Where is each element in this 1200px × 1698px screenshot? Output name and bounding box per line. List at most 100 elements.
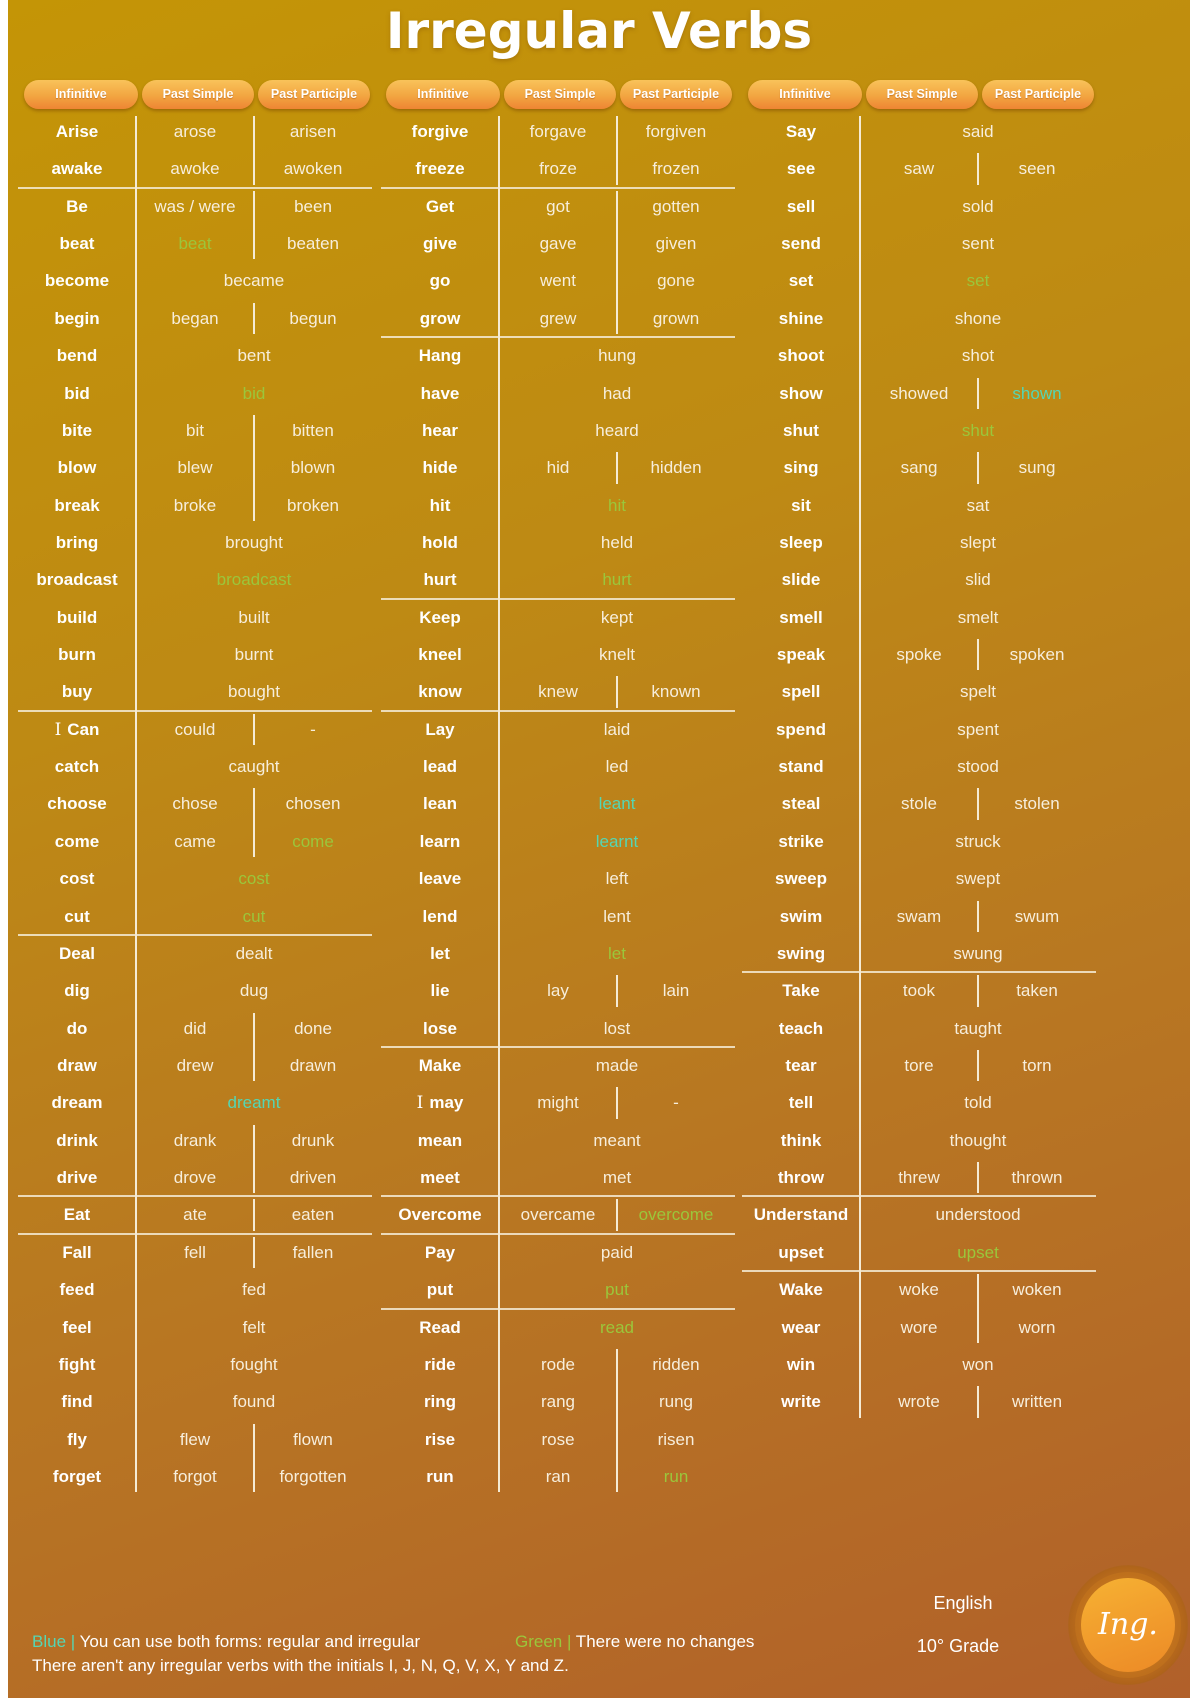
verb-row: find found	[18, 1383, 372, 1420]
verb-row: Be was / were been	[18, 188, 372, 226]
past-participle-cell: beaten	[287, 234, 339, 254]
infinitive-text: bid	[64, 383, 90, 403]
infinitive-text: Make	[418, 1056, 462, 1075]
verb-row: go went gone	[381, 262, 735, 300]
infinitive-text: Deal	[59, 943, 95, 963]
infinitive-cell: grow	[381, 300, 499, 337]
form-divider	[253, 1457, 255, 1493]
infinitive-text: broadcast	[36, 570, 118, 590]
infinitive-text: shine	[778, 308, 824, 328]
header-past-simple: Past Simple	[866, 80, 978, 109]
past-forms-cell: fought	[230, 1354, 278, 1374]
poster: Irregular Verbs Infinitive Past Simple P…	[8, 0, 1190, 1698]
infinitive-cell: Get	[381, 188, 499, 225]
infinitive-cell: blow	[18, 449, 136, 486]
verb-row: become became	[18, 262, 372, 299]
past-forms-cell: meant	[593, 1130, 641, 1150]
past-forms-cell: paid	[600, 1242, 634, 1262]
verb-row: speak spoke spoken	[742, 636, 1096, 673]
infinitive-cell: tear	[742, 1047, 860, 1084]
infinitive-text: send	[781, 234, 821, 254]
infinitive-text: mean	[417, 1130, 463, 1150]
verb-row: strike struck	[742, 823, 1096, 860]
past-participle-cell: been	[294, 196, 332, 216]
infinitive-text: ride	[424, 1354, 456, 1374]
verb-row: Take took taken	[742, 972, 1096, 1009]
infinitive-text: forget	[52, 1466, 102, 1486]
past-forms-cell: hurt	[602, 570, 632, 590]
infinitive-text: have	[420, 383, 460, 403]
verb-row: sweep swept	[742, 860, 1096, 897]
infinitive-cell: fly	[18, 1421, 136, 1458]
verb-row: think thought	[742, 1122, 1096, 1159]
infinitive-cell: come	[18, 823, 136, 860]
verb-row: choose chose chosen	[18, 785, 372, 823]
form-divider	[253, 713, 255, 746]
past-participle-cell: broken	[287, 495, 339, 515]
infinitive-cell: spell	[742, 673, 860, 710]
past-forms-cell: let	[608, 943, 626, 963]
infinitive-text: drive	[56, 1168, 98, 1188]
form-divider	[616, 1457, 618, 1493]
form-divider	[977, 452, 979, 484]
verb-row: Wake woke woken	[742, 1271, 1096, 1309]
infinitive-cell: ring	[381, 1383, 499, 1420]
form-divider	[977, 1162, 979, 1194]
past-simple-cell: woke	[899, 1280, 939, 1300]
past-simple-cell: wore	[900, 1317, 938, 1337]
infinitive-text: Overcome	[398, 1205, 482, 1225]
verb-row: steal stole stolen	[742, 785, 1096, 822]
group-separator	[742, 1195, 1096, 1198]
infinitive-cell: sweep	[742, 860, 860, 897]
past-participle-cell: rung	[658, 1392, 694, 1412]
verb-row: drive drove driven	[18, 1159, 372, 1196]
verb-row: Understand understood	[742, 1196, 1096, 1233]
past-simple-cell: grew	[539, 308, 577, 328]
infinitive-cell: Deal	[18, 935, 136, 972]
form-divider	[616, 1348, 618, 1384]
infinitive-cell: rise	[381, 1421, 499, 1458]
past-participle-cell: gotten	[652, 196, 700, 216]
verb-row: put put	[381, 1271, 735, 1308]
form-divider	[253, 449, 255, 487]
past-participle-cell: written	[1011, 1392, 1063, 1412]
verb-row: cost cost	[18, 860, 372, 897]
past-forms-cell: became	[223, 271, 285, 291]
infinitive-text: sell	[786, 196, 816, 216]
past-simple-cell: might	[537, 1093, 579, 1113]
infinitive-cell: ride	[381, 1346, 499, 1383]
infinitive-cell: send	[742, 225, 860, 262]
past-simple-cell: swam	[896, 906, 942, 926]
infinitive-text: Lay	[425, 719, 455, 739]
group-separator	[18, 186, 372, 189]
infinitive-text: Eat	[63, 1205, 91, 1225]
form-divider	[616, 1383, 618, 1421]
verb-row: slide slid	[742, 561, 1096, 598]
form-divider	[616, 299, 618, 335]
infinitive-cell: lean	[381, 785, 499, 822]
verb-row: smell smelt	[742, 599, 1096, 636]
past-simple-cell: hid	[546, 458, 570, 478]
past-forms-cell: lost	[603, 1018, 631, 1038]
infinitive-cell: put	[381, 1271, 499, 1308]
past-simple-cell: beat	[178, 234, 212, 254]
infinitive-cell: think	[742, 1122, 860, 1159]
past-participle-cell: worn	[1018, 1317, 1056, 1337]
past-forms-cell: kept	[600, 607, 634, 627]
past-simple-cell: bit	[186, 420, 204, 440]
verb-row: grow grew grown	[381, 299, 735, 337]
past-forms-cell: met	[602, 1168, 632, 1188]
infinitive-text: drink	[56, 1130, 98, 1150]
past-forms-cell: learnt	[595, 831, 639, 851]
infinitive-text: draw	[57, 1056, 97, 1075]
infinitive-text: freeze	[415, 159, 465, 179]
infinitive-cell: choose	[18, 785, 136, 822]
infinitive-text: fly	[67, 1429, 87, 1449]
infinitive-cell: leave	[381, 860, 499, 897]
infinitive-cell: Fall	[18, 1234, 136, 1271]
form-divider	[977, 1050, 979, 1082]
infinitive-text: win	[786, 1354, 816, 1374]
past-simple-cell: forgot	[173, 1466, 217, 1486]
group-separator	[381, 1232, 735, 1235]
past-participle-cell: forgiven	[645, 122, 707, 141]
